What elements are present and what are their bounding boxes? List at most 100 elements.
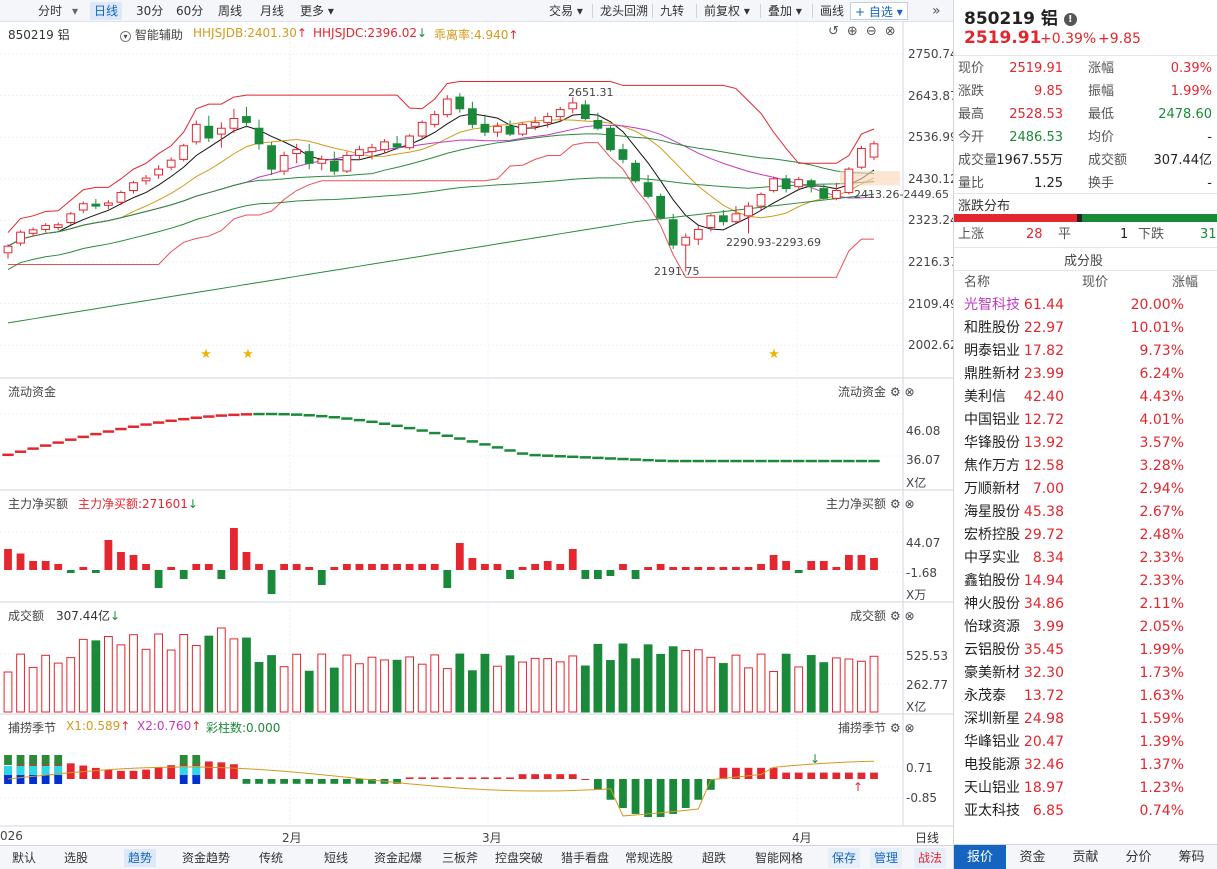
constituent-row[interactable]: 鼎胜新材 23.99 6.24% xyxy=(954,363,1217,386)
save-button[interactable]: 保存 xyxy=(828,848,861,868)
constituent-row[interactable]: 永茂泰 13.72 1.63% xyxy=(954,685,1217,708)
tab-monthly[interactable]: 月线 xyxy=(260,4,285,18)
chart-canvas[interactable]: ★ ★ ★ ↓ ↑ xyxy=(0,22,953,845)
tab-fund-burst[interactable]: 资金起爆 xyxy=(374,851,423,865)
close-icon[interactable]: ⊗ xyxy=(904,721,915,735)
dragon-review-button[interactable]: 龙头回溯 xyxy=(600,4,649,18)
zoom-out-icon[interactable]: ⊖ xyxy=(865,24,885,39)
constituent-row[interactable]: 焦作万方 12.58 3.28% xyxy=(954,455,1217,478)
close-icon[interactable]: ⊗ xyxy=(904,497,915,511)
constituent-row[interactable]: 宏桥控股 29.72 2.48% xyxy=(954,524,1217,547)
chevron-down-icon[interactable]: ▾ xyxy=(72,4,79,18)
chart-controls: ↺⊕⊖⊗ xyxy=(828,24,904,39)
constituent-row[interactable]: 中国铝业 12.72 4.01% xyxy=(954,409,1217,432)
season-bar xyxy=(418,777,427,779)
candle-body xyxy=(304,151,314,164)
tab-three-axe[interactable]: 三板斧 xyxy=(442,851,479,865)
close-icon[interactable]: ⊗ xyxy=(904,609,915,623)
candle-body xyxy=(254,127,264,145)
strategy-button[interactable]: 战法 xyxy=(914,848,947,868)
net-bar xyxy=(719,567,728,570)
nine-turn-button[interactable]: 九转 xyxy=(660,4,685,18)
constituent-row[interactable]: 亚太科技 6.85 0.74% xyxy=(954,800,1217,823)
gear-icon[interactable]: ⚙ xyxy=(889,497,901,511)
tab-60min[interactable]: 60分 xyxy=(176,4,204,18)
tab-regular-pick[interactable]: 常规选股 xyxy=(625,851,674,865)
tab-fund-trend[interactable]: 资金趋势 xyxy=(182,851,231,865)
tab-stock-pick[interactable]: 选股 xyxy=(64,851,89,865)
volume-bar xyxy=(593,643,603,713)
quote-label: 今开 xyxy=(958,130,985,145)
season-marker-blue xyxy=(29,775,37,784)
tab-smart-grid[interactable]: 智能网格 xyxy=(755,851,804,865)
volume-bar xyxy=(568,655,578,713)
gear-icon[interactable]: ⚙ xyxy=(889,609,901,623)
volume-bar xyxy=(342,654,352,713)
collapse-panel-icon[interactable]: » xyxy=(932,3,941,19)
tab-oversold[interactable]: 超跌 xyxy=(702,851,727,865)
tab-contribution[interactable]: 贡献 xyxy=(1072,850,1099,865)
constituent-row[interactable]: 天山铝业 18.97 1.23% xyxy=(954,777,1217,800)
overlay-button[interactable]: 叠加 ▾ xyxy=(768,4,802,18)
constituent-pct: 4.01% xyxy=(1139,412,1184,428)
more-button[interactable]: 更多 ▾ xyxy=(300,4,334,18)
vol-panel-value: 307.44亿↓ xyxy=(56,609,121,623)
draw-line-button[interactable]: 画线 xyxy=(820,4,845,18)
volume-bar xyxy=(166,649,176,713)
constituent-row[interactable]: 和胜股份 22.97 10.01% xyxy=(954,317,1217,340)
constituent-row[interactable]: 神火股份 34.86 2.11% xyxy=(954,593,1217,616)
col-price[interactable]: 现价 xyxy=(1082,275,1109,290)
net-bar xyxy=(493,564,502,570)
volume-bar xyxy=(831,657,841,713)
constituent-row[interactable]: 电投能源 32.46 1.37% xyxy=(954,754,1217,777)
constituent-row[interactable]: 美利信 42.40 4.43% xyxy=(954,386,1217,409)
constituent-row[interactable]: 怡球资源 3.99 2.05% xyxy=(954,616,1217,639)
zoom-in-icon[interactable]: ⊕ xyxy=(846,24,866,39)
constituent-row[interactable]: 深圳新星 24.98 1.59% xyxy=(954,708,1217,731)
trade-button[interactable]: 交易 ▾ xyxy=(549,4,583,18)
constituent-row[interactable]: 鑫铂股份 14.94 2.33% xyxy=(954,570,1217,593)
season-axis-bottom: -0.85 xyxy=(906,791,938,805)
adjust-button[interactable]: 前复权 ▾ xyxy=(704,4,750,18)
tab-chips[interactable]: 筹码 xyxy=(1178,850,1205,865)
net-bar xyxy=(506,570,514,579)
tab-30min[interactable]: 30分 xyxy=(136,4,164,18)
volume-bar xyxy=(53,662,63,713)
constituent-row[interactable]: 华峰铝业 20.47 1.39% xyxy=(954,731,1217,754)
gear-icon[interactable]: ⚙ xyxy=(889,385,901,399)
manage-button[interactable]: 管理 xyxy=(870,848,903,868)
constituent-row[interactable]: 豪美新材 32.30 1.73% xyxy=(954,662,1217,685)
gear-icon[interactable]: ⚙ xyxy=(889,721,901,735)
quote-value: 2528.53 xyxy=(1009,107,1063,122)
candle-body xyxy=(543,116,553,123)
watchlist-button[interactable]: + 自选 ▾ xyxy=(850,2,908,20)
info-icon[interactable]: ! xyxy=(1063,13,1077,26)
tab-quote[interactable]: 报价 xyxy=(954,845,1006,869)
smart-assist-toggle[interactable]: ▾ 智能辅助 xyxy=(120,26,183,43)
tab-hunter[interactable]: 猎手看盘 xyxy=(561,851,610,865)
col-name[interactable]: 名称 xyxy=(964,275,991,290)
tab-traditional[interactable]: 传统 xyxy=(259,851,284,865)
tab-control-break[interactable]: 控盘突破 xyxy=(495,851,544,865)
col-pct[interactable]: 涨幅 xyxy=(1172,275,1199,290)
tab-minute[interactable]: 分时 xyxy=(38,4,63,18)
constituent-price: 32.46 xyxy=(1023,757,1064,773)
tab-weekly[interactable]: 周线 xyxy=(218,4,243,18)
tab-funds[interactable]: 资金 xyxy=(1019,850,1046,865)
tab-short-term[interactable]: 短线 xyxy=(324,851,349,865)
constituent-row[interactable]: 万顺新材 7.00 2.94% xyxy=(954,478,1217,501)
constituent-row[interactable]: 明泰铝业 17.82 9.73% xyxy=(954,340,1217,363)
constituent-row[interactable]: 海星股份 45.38 2.67% xyxy=(954,501,1217,524)
constituent-row[interactable]: 华锋股份 13.92 3.57% xyxy=(954,432,1217,455)
tab-default[interactable]: 默认 xyxy=(12,851,37,865)
tab-daily[interactable]: 日线 xyxy=(90,2,123,20)
tab-trend[interactable]: 趋势 xyxy=(124,849,157,867)
constituent-row[interactable]: 中孚实业 8.34 2.33% xyxy=(954,547,1217,570)
tab-price-dist[interactable]: 分价 xyxy=(1125,850,1152,865)
candle-body xyxy=(216,127,226,135)
constituent-row[interactable]: 光智科技 61.44 20.00% xyxy=(954,294,1217,317)
constituent-row[interactable]: 云铝股份 35.45 1.99% xyxy=(954,639,1217,662)
close-icon[interactable]: ⊗ xyxy=(904,385,915,399)
refresh-icon[interactable]: ↺ xyxy=(828,24,847,39)
close-icon[interactable]: ⊗ xyxy=(884,24,904,39)
